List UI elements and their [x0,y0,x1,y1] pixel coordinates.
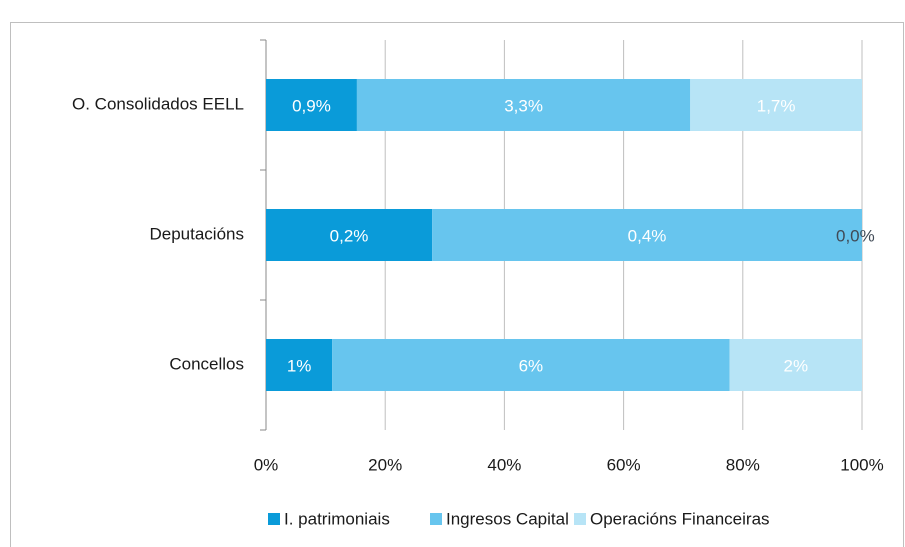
legend-label: Ingresos Capital [446,509,569,528]
y-tick-label: O. Consolidados EELL [72,94,244,113]
bar-segment [266,339,333,391]
y-tick-label: Deputacións [149,224,244,243]
x-tick-label: 80% [726,455,760,474]
x-tick-label: 20% [368,455,402,474]
x-tick-label: 100% [840,455,883,474]
bar-segment [432,209,862,261]
data-label: 0,4% [628,226,667,245]
legend-swatch [268,513,280,525]
data-label: 3,3% [504,96,543,115]
x-tick-label: 0% [254,455,279,474]
data-label: 0,2% [330,226,369,245]
legend-label: I. patrimoniais [284,509,390,528]
bar-segment [690,79,862,131]
legend-label: Operacións Financeiras [590,509,770,528]
legend-swatch [430,513,442,525]
y-tick-label: Concellos [169,354,244,373]
bar-segment [356,79,691,131]
legend-swatch [574,513,586,525]
data-label: 0,9% [292,96,331,115]
bar-segment [332,339,730,391]
bar-segment [729,339,862,391]
data-label: 0,0% [836,226,875,245]
data-label: 1% [287,356,312,375]
data-label: 1,7% [757,96,796,115]
data-label: 2% [783,356,808,375]
bar-segment [266,79,357,131]
x-tick-label: 60% [607,455,641,474]
bar-segment [266,209,433,261]
x-tick-label: 40% [487,455,521,474]
data-label: 6% [519,356,544,375]
